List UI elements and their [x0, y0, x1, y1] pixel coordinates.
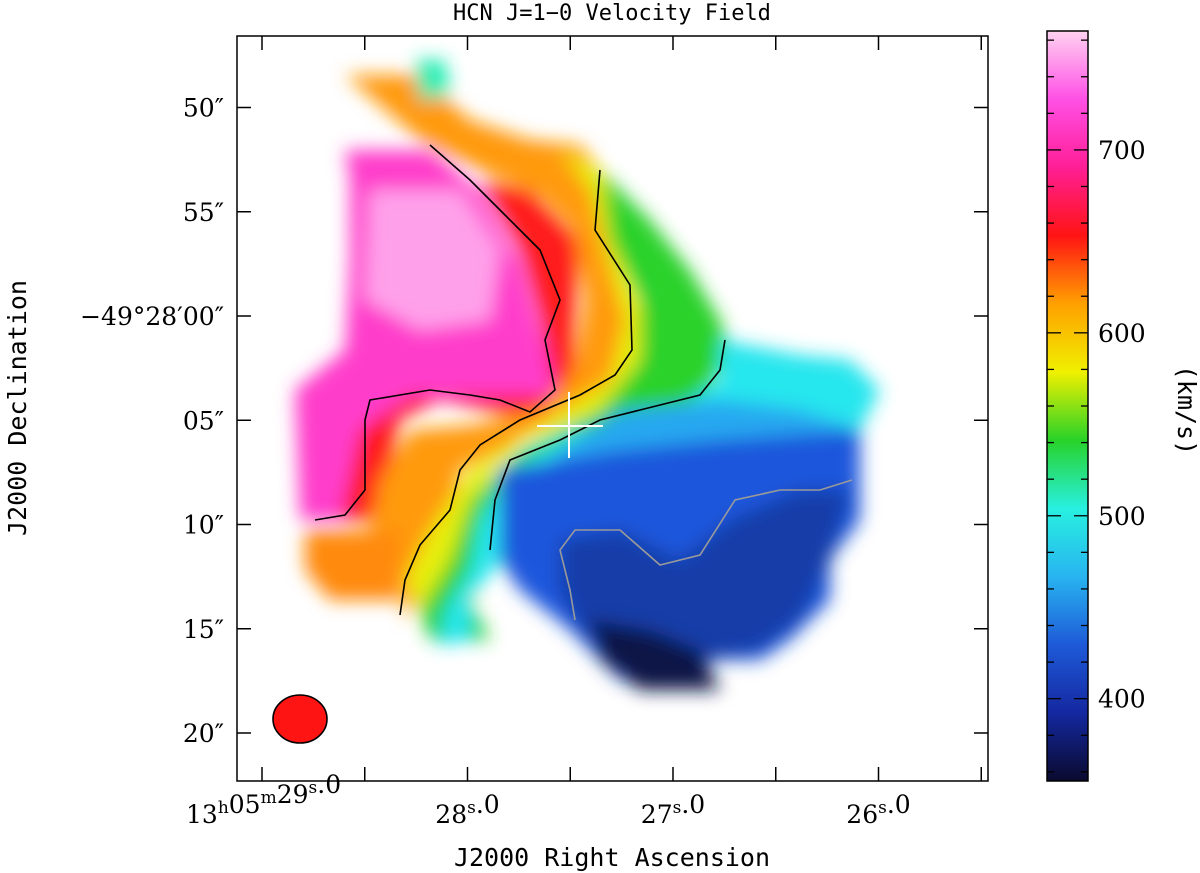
y-tick-label: 15″	[183, 615, 224, 644]
colorbar-tick-label: 400	[1098, 685, 1146, 714]
colorbar-label: (km/s)	[1172, 365, 1200, 455]
region-orange	[305, 75, 630, 620]
y-tick-label: 20″	[183, 719, 224, 748]
colorbar-tick-label: 500	[1098, 502, 1146, 531]
y-tick-label: 50″	[183, 94, 224, 123]
x-tick-label: 28s.0	[435, 790, 499, 829]
y-axis-ticks: 50″ 55″ −49°28′00″ 05″ 10″ 15″ 20″	[80, 94, 988, 748]
x-tick-label: 13h05m29s.0	[186, 770, 341, 829]
region-cyan-top	[415, 60, 450, 100]
x-tick-label: 26s.0	[846, 790, 910, 829]
contour-line-2	[399, 169, 633, 616]
y-tick-label: 05″	[183, 406, 224, 435]
x-axis-ticks: 13h05m29s.0 28s.0 27s.0 26s.0	[186, 36, 982, 829]
region-orange-sw	[305, 530, 400, 600]
region-navy	[590, 620, 720, 690]
y-tick-label: 55″	[183, 198, 224, 227]
y-tick-label: 10″	[183, 511, 224, 540]
colorbar-ticks: 400 500 600 700	[1047, 39, 1146, 773]
y-tick-label: −49°28′00″	[80, 302, 224, 331]
x-axis-label: J2000 Right Ascension	[454, 843, 770, 872]
beam-ellipse	[272, 694, 328, 744]
nucleus-cross-marker	[537, 392, 603, 458]
colorbar-tick-label: 700	[1098, 136, 1146, 165]
region-yellow	[405, 150, 640, 620]
contour-line-4	[559, 479, 853, 621]
velocity-map	[272, 60, 880, 744]
plot-frame	[236, 35, 989, 782]
chart-title: HCN J=1−0 Velocity Field	[453, 1, 771, 26]
region-red	[340, 180, 580, 520]
region-pink-inner	[365, 190, 500, 330]
contour-line-3	[489, 339, 726, 551]
y-axis-label: J2000 Declination	[3, 280, 32, 536]
contour-line-1	[314, 144, 561, 521]
x-tick-label: 27s.0	[641, 790, 705, 829]
region-green	[420, 170, 730, 640]
colorbar-tick-label: 600	[1098, 319, 1146, 348]
